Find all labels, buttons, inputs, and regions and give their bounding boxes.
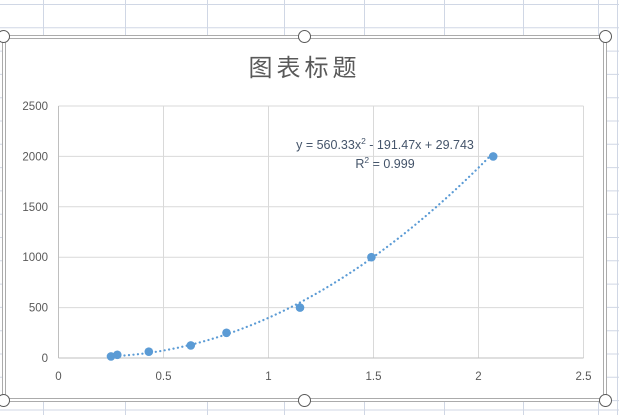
x-tick-label: 0 xyxy=(55,371,61,383)
data-point[interactable] xyxy=(144,347,154,357)
equation-text-tail: - 191.47x + 29.743 xyxy=(365,138,474,152)
data-point[interactable] xyxy=(488,152,498,161)
selection-handle-bottom-left[interactable] xyxy=(0,394,10,407)
y-tick-label: 0 xyxy=(42,353,48,365)
x-tick-label: 1 xyxy=(265,371,271,383)
plot-area: 0 0.5 1 1.5 2 2.5 0 500 1000 1500 2000 2500 xyxy=(22,101,592,383)
x-tick-label: 2 xyxy=(475,371,481,383)
trendline-equation: y = 560.33x2 - 191.47x + 29.743 xyxy=(296,136,474,155)
equation-superscript: 2 xyxy=(361,135,366,146)
r-squared-text: R xyxy=(355,157,365,171)
selection-handle-bottom-center[interactable] xyxy=(297,394,311,407)
r-squared-superscript: 2 xyxy=(364,154,370,165)
equation-text: y = 560.33x xyxy=(296,138,362,152)
data-point[interactable] xyxy=(186,341,196,350)
selection-handle-top-center[interactable] xyxy=(297,29,311,43)
y-tick-label: 2500 xyxy=(22,101,48,113)
data-point[interactable] xyxy=(222,328,231,338)
data-point[interactable] xyxy=(295,303,305,312)
y-tick-label: 1500 xyxy=(22,202,48,214)
trendline-r-squared: R2 = 0.999 xyxy=(296,155,474,174)
trendline[interactable] xyxy=(109,151,495,358)
y-tick-label: 1000 xyxy=(22,252,48,264)
x-tick-label: 0.5 xyxy=(156,371,172,383)
selection-handle-top-right[interactable] xyxy=(599,29,612,43)
y-tick-label: 500 xyxy=(29,303,48,315)
y-tick-label: 2000 xyxy=(22,151,48,163)
selection-handle-bottom-right[interactable] xyxy=(599,394,612,407)
data-point[interactable] xyxy=(367,252,376,262)
data-point[interactable] xyxy=(113,350,122,360)
x-tick-label: 2.5 xyxy=(576,371,592,383)
chart-title[interactable]: 图表标题 xyxy=(248,55,361,82)
chart-area[interactable]: 图表标题 0 0.5 1 1.5 2 2.5 0 500 1000 1500 2000 2500 y … xyxy=(2,35,607,402)
r-squared-value: = 0.999 xyxy=(369,157,415,171)
selection-handle-top-left[interactable] xyxy=(0,29,10,43)
x-tick-label: 1.5 xyxy=(366,371,382,383)
trendline-label[interactable]: y = 560.33x2 - 191.47x + 29.743 R2 = 0.9… xyxy=(296,136,474,174)
